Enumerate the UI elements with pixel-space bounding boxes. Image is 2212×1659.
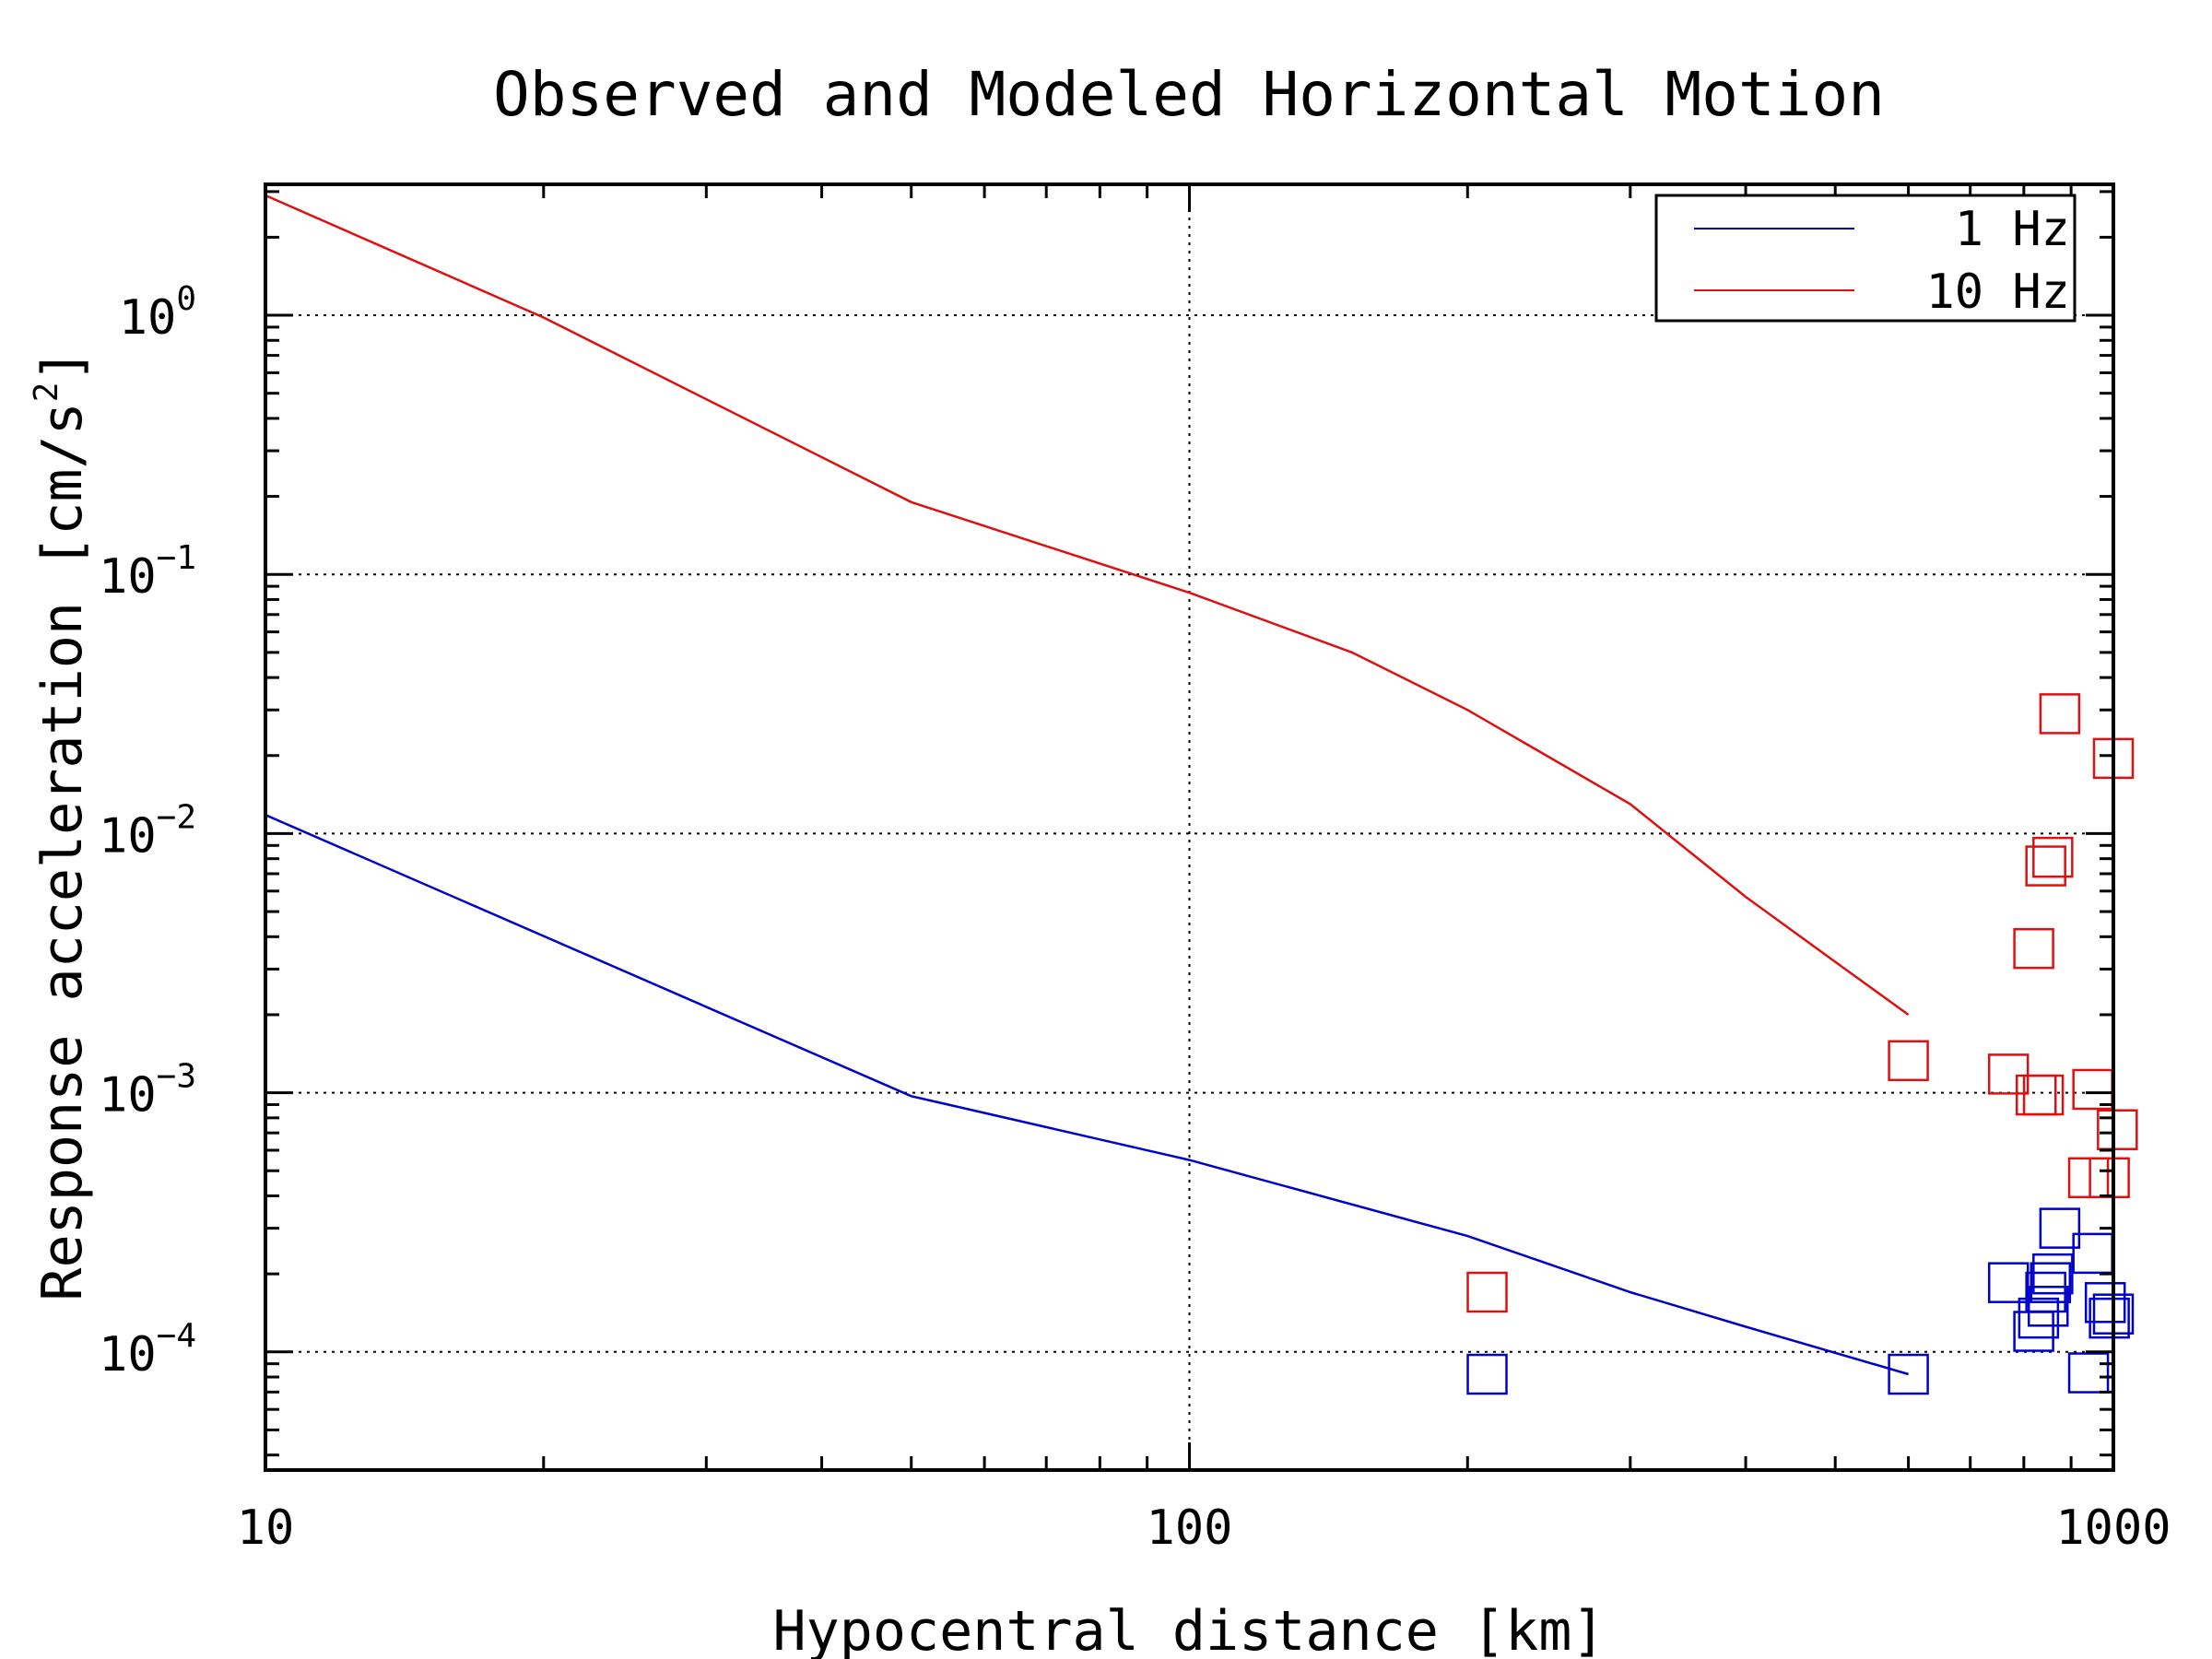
x-tick-label: 100 bbox=[1147, 1500, 1233, 1556]
y-tick-label: 10−1 bbox=[99, 539, 196, 605]
series-line-1hz bbox=[265, 814, 1909, 1376]
data-point-10hz bbox=[2015, 1074, 2057, 1116]
series-line-10hz bbox=[265, 194, 1910, 1017]
data-point-10hz bbox=[1987, 1053, 2030, 1095]
x-tick-labels: 10 100 1000 bbox=[237, 1500, 2171, 1556]
data-point-1hz bbox=[2084, 1282, 2126, 1324]
y-tick-exponent: −3 bbox=[157, 1058, 196, 1096]
axis-ticks bbox=[264, 184, 2115, 1470]
grid bbox=[265, 184, 2113, 1470]
y-tick-exponent: −4 bbox=[157, 1317, 196, 1355]
y-axis-label-text: Response acceleration [cm/s bbox=[30, 402, 95, 1300]
data-point-10hz bbox=[2013, 927, 2054, 970]
y-tick-label: 10−4 bbox=[99, 1317, 196, 1382]
y-tick-base: 10 bbox=[119, 290, 177, 346]
data-point-1hz bbox=[2039, 1207, 2081, 1249]
data-point-1hz bbox=[2018, 1297, 2060, 1339]
legend-label-1hz: 1 Hz bbox=[1955, 202, 2070, 257]
y-tick-label: 10−3 bbox=[99, 1058, 196, 1124]
data-point-1hz bbox=[2088, 1297, 2130, 1339]
y-tick-base: 10 bbox=[99, 1327, 157, 1382]
data-point-10hz bbox=[2022, 1074, 2065, 1116]
data-point-1hz bbox=[2030, 1262, 2072, 1303]
y-axis-label-close: ] bbox=[30, 348, 95, 382]
observed-markers bbox=[1466, 693, 2138, 1395]
x-tick-label: 1000 bbox=[2055, 1500, 2171, 1556]
data-point-1hz bbox=[1466, 1353, 1508, 1395]
y-tick-exponent: 0 bbox=[176, 280, 196, 318]
y-tick-base: 10 bbox=[99, 549, 157, 605]
legend: 1 Hz 10 Hz bbox=[1654, 194, 2077, 323]
data-point-1hz bbox=[1987, 1262, 2030, 1303]
data-point-10hz bbox=[2097, 1109, 2138, 1150]
data-point-10hz bbox=[2032, 836, 2074, 878]
data-point-10hz bbox=[2025, 845, 2066, 887]
data-point-1hz bbox=[1888, 1353, 1929, 1395]
data-point-1hz bbox=[2067, 1352, 2110, 1394]
y-tick-base: 10 bbox=[99, 808, 157, 864]
y-tick-exponent: −2 bbox=[157, 798, 196, 836]
data-point-10hz bbox=[2039, 693, 2081, 735]
data-point-1hz bbox=[2027, 1286, 2069, 1327]
legend-box bbox=[1654, 194, 2077, 323]
data-point-10hz bbox=[2072, 1068, 2113, 1111]
x-tick-label: 10 bbox=[237, 1500, 295, 1556]
y-tick-base: 10 bbox=[99, 1068, 157, 1124]
legend-label-10hz: 10 Hz bbox=[1925, 265, 2070, 320]
data-point-10hz bbox=[1466, 1271, 1508, 1313]
y-tick-label: 10−2 bbox=[99, 798, 196, 864]
y-tick-exponent: −1 bbox=[157, 539, 196, 577]
y-axis-label-exponent: 2 bbox=[28, 382, 65, 403]
chart-title: Observed and Modeled Horizontal Motion bbox=[493, 59, 1885, 130]
model-lines bbox=[265, 194, 1910, 1376]
y-tick-label: 100 bbox=[119, 280, 196, 346]
data-point-10hz bbox=[2088, 1157, 2130, 1199]
x-axis-label: Hypocentral distance [km] bbox=[772, 1599, 1605, 1659]
data-point-10hz bbox=[1888, 1040, 1929, 1082]
data-point-1hz bbox=[2032, 1253, 2074, 1295]
data-point-10hz bbox=[2067, 1157, 2110, 1199]
y-axis-label: Response acceleration [cm/s2] bbox=[28, 348, 95, 1300]
